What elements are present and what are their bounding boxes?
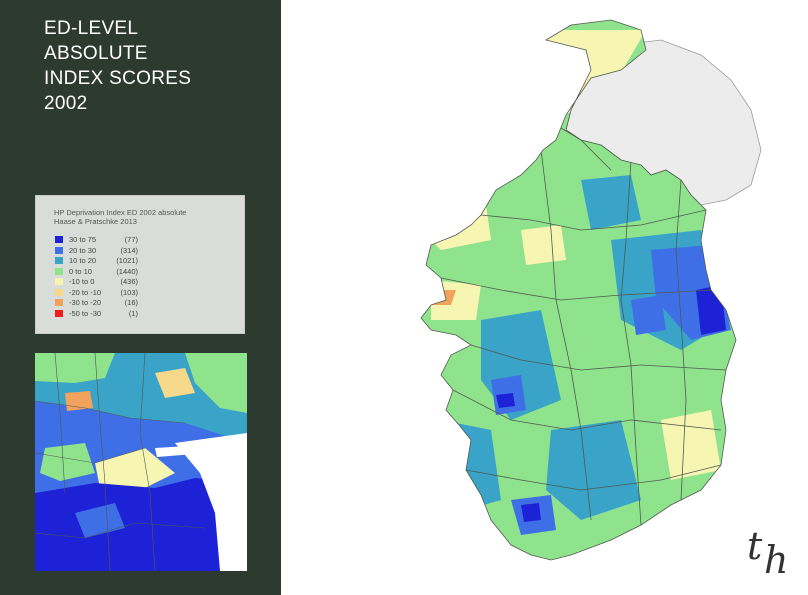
title-line: INDEX SCORES [44, 68, 192, 89]
inset-northwest-area [35, 353, 115, 383]
legend-range: 0 to 10 [69, 266, 92, 276]
legend-title: HP Deprivation Index ED 2002 absolute Ha… [54, 208, 186, 226]
logo-letter-t: t [747, 524, 763, 568]
inset-west-area [40, 443, 95, 481]
inset-northeast-area [185, 353, 247, 413]
kildare-area [631, 295, 666, 335]
map-legend: HP Deprivation Index ED 2002 absolute Ha… [35, 195, 245, 334]
legend-range: -20 to -10 [69, 287, 102, 297]
north-midlands-area [581, 175, 641, 230]
legend-count: (16) [124, 298, 138, 307]
page-title: ED-LEVEL ABSOLUTE INDEX SCORES 2002 [44, 16, 191, 116]
legend-count: (1) [128, 308, 138, 318]
cork-city-pocket [521, 503, 541, 522]
inset-centre-area [95, 448, 175, 493]
legend-range: -50 to -30 [69, 308, 102, 318]
inset-north-pocket [155, 368, 195, 398]
th-logo: t h [745, 522, 795, 582]
inset-south-pocket [75, 503, 125, 538]
legend-swatch [55, 309, 63, 317]
roscommon-low-scores [521, 225, 566, 265]
inset-dublin-bay [175, 433, 247, 571]
county-boundaries [440, 109, 727, 526]
legend-range: 20 to 30 [69, 245, 97, 255]
legend-swatch [55, 257, 63, 264]
legend-count: (1440) [116, 266, 138, 276]
sidebar-panel: ED-LEVEL ABSOLUTE INDEX SCORES 2002 HP D… [0, 0, 281, 595]
legend-count: (103) [120, 287, 138, 297]
legend-swatch [55, 236, 63, 243]
legend-count: (314) [120, 245, 138, 255]
legend-count: (1021) [116, 256, 138, 265]
southeast-low-scores [661, 410, 721, 480]
legend-swatch [55, 267, 63, 275]
legend-title-line: Haase & Pratschke 2013 [54, 217, 137, 226]
limerick-city-pocket [496, 393, 515, 408]
dublin-inset-svg [35, 353, 247, 571]
ireland-map-svg [281, 0, 808, 595]
title-line: ABSOLUTE [44, 43, 148, 64]
legend-title-line: HP Deprivation Index ED 2002 absolute [54, 208, 187, 217]
title-line: 2002 [44, 93, 88, 114]
inset-boundaries [35, 353, 206, 571]
roi-coastline [420, 19, 737, 561]
legend-range: -10 to 0 [69, 277, 95, 286]
legend-swatch [55, 288, 63, 296]
legend-count: (436) [120, 277, 138, 286]
legend-swatch [55, 246, 63, 254]
legend-swatch [55, 299, 63, 306]
legend-count: (77) [124, 235, 138, 244]
ireland-map [281, 0, 808, 595]
south-midlands-area [546, 420, 641, 520]
title-line: ED-LEVEL [44, 18, 139, 39]
legend-range: 30 to 75 [69, 235, 97, 244]
legend-range: -30 to -20 [69, 298, 102, 307]
legend-range: 10 to 20 [69, 256, 97, 265]
inset-orange-pocket [65, 391, 93, 411]
legend-swatch [55, 278, 63, 285]
inset-south-area [35, 478, 247, 571]
logo-letter-h: h [764, 538, 789, 582]
inset-liffey-river [155, 445, 207, 457]
dublin-inset-map [35, 353, 247, 571]
